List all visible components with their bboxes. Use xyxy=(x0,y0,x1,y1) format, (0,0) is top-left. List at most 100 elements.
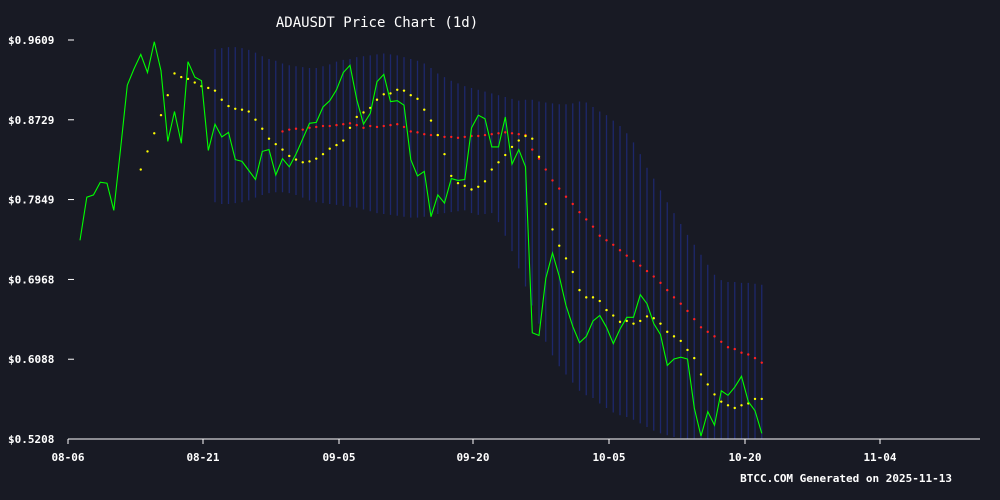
short-ma-point xyxy=(666,330,669,334)
long-ma-point xyxy=(612,243,615,247)
x-tick-label: 09-20 xyxy=(456,451,489,464)
short-ma-point xyxy=(193,81,196,84)
short-ma-point xyxy=(497,161,500,164)
long-ma-point xyxy=(531,148,534,151)
short-ma-point xyxy=(274,142,277,146)
short-ma-point xyxy=(740,404,743,407)
short-ma-point xyxy=(213,89,217,92)
short-ma-point xyxy=(504,153,507,157)
long-ma-point xyxy=(483,133,487,137)
short-ma-point xyxy=(146,150,149,153)
short-moving-average xyxy=(139,72,763,410)
long-ma-point xyxy=(537,157,541,160)
short-ma-point xyxy=(753,397,757,401)
long-ma-point xyxy=(578,210,581,214)
long-ma-point xyxy=(740,351,743,354)
short-ma-point xyxy=(726,404,730,407)
long-ma-point xyxy=(726,346,730,349)
short-ma-point xyxy=(544,202,547,206)
short-ma-point xyxy=(645,315,649,318)
long-ma-point xyxy=(666,288,669,292)
short-ma-point xyxy=(254,118,257,121)
short-ma-point xyxy=(564,257,568,260)
short-ma-point xyxy=(382,93,385,96)
short-ma-point xyxy=(173,72,176,75)
short-ma-point xyxy=(517,139,520,142)
short-ma-point xyxy=(308,160,311,163)
short-ma-point xyxy=(247,110,250,113)
long-ma-point xyxy=(416,131,419,134)
short-ma-point xyxy=(153,132,156,135)
short-ma-point xyxy=(659,322,662,325)
short-ma-point xyxy=(321,152,325,156)
y-tick-label: $0.7849 xyxy=(8,194,54,207)
short-ma-point xyxy=(166,94,169,97)
y-tick-label: $0.6088 xyxy=(8,353,54,366)
short-ma-point xyxy=(652,317,655,320)
long-ma-point xyxy=(605,239,608,242)
short-ma-point xyxy=(693,356,696,360)
long-ma-point xyxy=(598,234,601,237)
long-ma-point xyxy=(328,124,331,128)
short-ma-point xyxy=(706,383,709,386)
short-ma-point xyxy=(267,137,271,140)
short-ma-point xyxy=(699,373,703,376)
long-ma-point xyxy=(720,340,723,344)
long-ma-point xyxy=(362,126,365,130)
x-tick-label: 10-05 xyxy=(592,451,625,464)
long-ma-point xyxy=(490,132,493,136)
long-ma-point xyxy=(375,125,379,129)
long-ma-point xyxy=(517,132,520,136)
long-ma-point xyxy=(456,136,460,140)
short-ma-point xyxy=(315,157,318,160)
short-ma-point xyxy=(294,158,298,161)
long-ma-point xyxy=(585,218,588,221)
long-ma-point xyxy=(335,123,338,127)
short-ma-point xyxy=(139,168,142,171)
short-ma-point xyxy=(686,348,689,352)
short-ma-point xyxy=(328,147,331,150)
long-ma-point xyxy=(760,361,763,364)
long-ma-point xyxy=(443,135,446,139)
short-ma-point xyxy=(456,181,460,185)
short-ma-point xyxy=(672,335,676,338)
y-tick-label: $0.6968 xyxy=(8,273,54,286)
long-ma-point xyxy=(477,134,480,138)
short-ma-point xyxy=(389,92,392,95)
x-tick-label: 08-06 xyxy=(51,451,84,464)
long-ma-point xyxy=(342,123,345,126)
footer-credit: BTCC.COM Generated on 2025-11-13 xyxy=(740,472,952,485)
long-ma-point xyxy=(382,124,385,128)
long-ma-point xyxy=(301,128,304,131)
long-ma-point xyxy=(679,302,682,305)
short-ma-point xyxy=(450,174,453,178)
short-ma-point xyxy=(510,145,514,149)
long-ma-point xyxy=(544,168,547,171)
x-tick-label: 10-20 xyxy=(728,451,761,464)
short-ma-point xyxy=(483,180,487,183)
short-ma-point xyxy=(335,143,338,147)
short-ma-point xyxy=(591,296,595,299)
long-ma-point xyxy=(423,132,426,136)
long-ma-point xyxy=(564,195,568,198)
short-ma-point xyxy=(423,108,426,111)
long-ma-point xyxy=(652,275,655,278)
short-ma-point xyxy=(207,86,210,90)
y-tick-label: $0.5208 xyxy=(8,433,54,446)
chart-title: ADAUSDT Price Chart (1d) xyxy=(276,15,478,31)
short-ma-point xyxy=(234,107,237,111)
long-ma-point xyxy=(571,202,574,206)
short-ma-point xyxy=(612,314,615,317)
short-ma-point xyxy=(524,134,527,138)
long-ma-point xyxy=(591,225,595,228)
short-ma-point xyxy=(443,152,446,156)
short-ma-point xyxy=(402,89,406,92)
long-ma-point xyxy=(632,259,635,263)
long-ma-point xyxy=(713,335,716,338)
long-ma-point xyxy=(288,128,291,131)
long-moving-average xyxy=(281,122,763,364)
long-ma-point xyxy=(348,122,352,125)
long-ma-point xyxy=(699,326,703,329)
